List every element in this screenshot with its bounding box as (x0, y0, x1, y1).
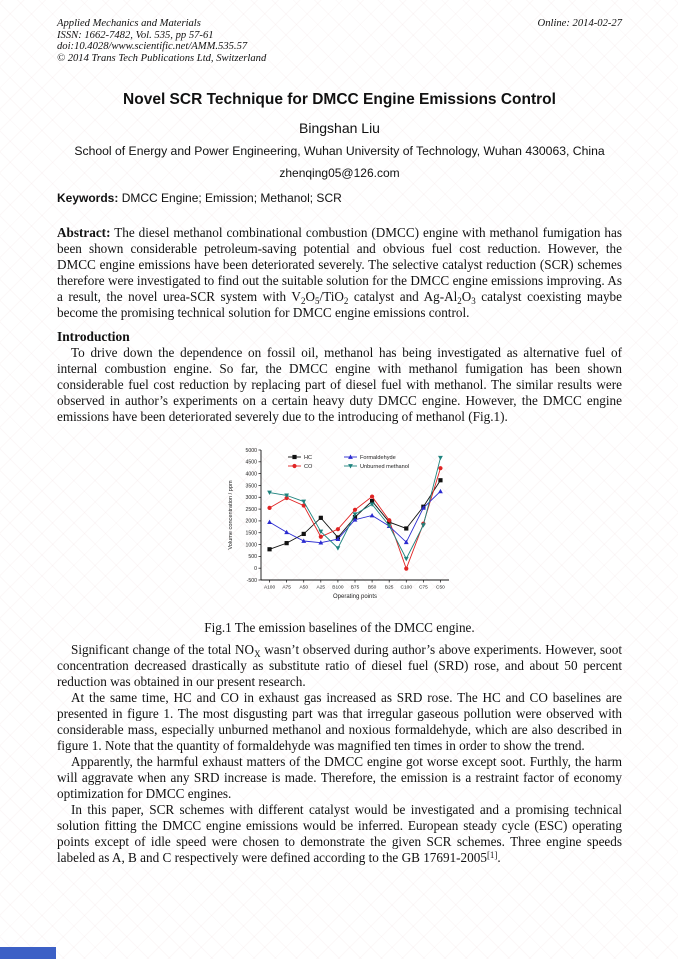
svg-text:B25: B25 (384, 585, 393, 591)
abstract-label: Abstract: (57, 225, 111, 241)
paper-title: Novel SCR Technique for DMCC Engine Emis… (123, 91, 556, 109)
sub-text: 2 (300, 295, 306, 306)
svg-text:CO: CO (304, 464, 313, 470)
chart-xlabel: Operating points (332, 594, 376, 600)
author-email: zhenqing05@126.com (279, 166, 400, 181)
chart-ticks: 5000450040003500300025002000150010005000… (245, 448, 445, 591)
introduction-paragraph: To drive down the dependence on fossil o… (57, 345, 622, 425)
copyright-line: © 2014 Trans Tech Publications Ltd, Swit… (57, 52, 267, 64)
author-name: Bingshan Liu (299, 120, 380, 137)
svg-text:-500: -500 (246, 578, 256, 584)
sub-text: 5 (314, 295, 320, 306)
svg-text:Unburned methanol: Unburned methanol (360, 464, 409, 470)
sub-text: 3 (471, 295, 476, 306)
svg-text:C100: C100 (400, 585, 412, 591)
body-paragraph: Apparently, the harmful exhaust matters … (57, 754, 622, 802)
journal-header: Applied Mechanics and Materials ISSN: 16… (57, 18, 622, 64)
svg-text:1500: 1500 (245, 531, 257, 537)
svg-text:C75: C75 (418, 585, 427, 591)
series-hc (266, 478, 443, 552)
svg-text:A75: A75 (282, 585, 291, 591)
series-unburned-methanol (266, 456, 443, 562)
sub-text: 2 (343, 295, 349, 306)
abstract-text: The diesel methanol combinational combus… (57, 225, 623, 321)
svg-text:3500: 3500 (245, 484, 257, 490)
chart-ylabel: Volume concentration / ppm (228, 480, 234, 550)
svg-text:1000: 1000 (245, 543, 257, 549)
figure-1: 5000 4500 4000 3500 3000 2500 2000 1500 1000 500 0… (57, 440, 622, 611)
svg-text:C50: C50 (436, 585, 445, 591)
keywords-line: Keywords: DMCC Engine; Emission; Methano… (57, 191, 622, 206)
body-paragraph: Significant change of the total NOX wasn… (57, 642, 623, 690)
svg-text:B50: B50 (367, 585, 376, 591)
keywords-label: Keywords: (57, 191, 119, 206)
sub-text: 2 (457, 295, 462, 306)
emission-baselines-chart: 5000450040003500300025002000150010005000… (228, 448, 449, 600)
sup-text: [1] (486, 850, 498, 861)
issn-line: ISSN: 1662-7482, Vol. 535, pp 57-61 (57, 29, 214, 41)
svg-text:A50: A50 (299, 585, 308, 591)
svg-text:A100: A100 (263, 585, 275, 591)
body-paragraph: In this paper, SCR schemes with differen… (57, 802, 622, 866)
section-heading-introduction: Introduction (57, 329, 130, 345)
doi-line: doi:10.4028/www.scientific.net/AMM.535.5… (57, 41, 248, 53)
chart-legend: HC CO Formaldehyde Unburned methanol (287, 454, 409, 470)
series-formaldehyde (266, 489, 443, 545)
svg-text:Formaldehyde: Formaldehyde (360, 455, 396, 461)
abstract-paragraph: Abstract: The diesel methanol combinatio… (57, 225, 622, 321)
svg-text:A25: A25 (316, 585, 325, 591)
bottom-left-blue-mark (0, 947, 56, 959)
svg-text:B75: B75 (350, 585, 359, 591)
journal-header-left: Applied Mechanics and Materials ISSN: 16… (57, 18, 266, 64)
online-date: Online: 2014-02-27 (537, 18, 622, 29)
sub-text: X (254, 648, 261, 659)
svg-text:500: 500 (248, 555, 257, 561)
journal-name: Applied Mechanics and Materials (57, 18, 201, 29)
svg-text:4500: 4500 (245, 460, 257, 466)
page-content: Applied Mechanics and Materials ISSN: 16… (57, 18, 623, 866)
body-paragraph: At the same time, HC and CO in exhaust g… (57, 690, 622, 754)
svg-text:2000: 2000 (245, 519, 257, 525)
figure-caption: Fig.1 The emission baselines of the DMCC… (204, 620, 475, 636)
affiliation: School of Energy and Power Engineering, … (74, 144, 605, 159)
svg-text:B100: B100 (332, 585, 344, 591)
svg-text:4000: 4000 (245, 472, 257, 478)
svg-text:HC: HC (304, 455, 312, 461)
svg-text:2500: 2500 (245, 507, 257, 513)
svg-text:5000: 5000 (245, 448, 257, 454)
keywords-text: DMCC Engine; Emission; Methanol; SCR (118, 191, 342, 206)
svg-text:0: 0 (254, 566, 257, 572)
svg-text:3000: 3000 (245, 495, 257, 501)
